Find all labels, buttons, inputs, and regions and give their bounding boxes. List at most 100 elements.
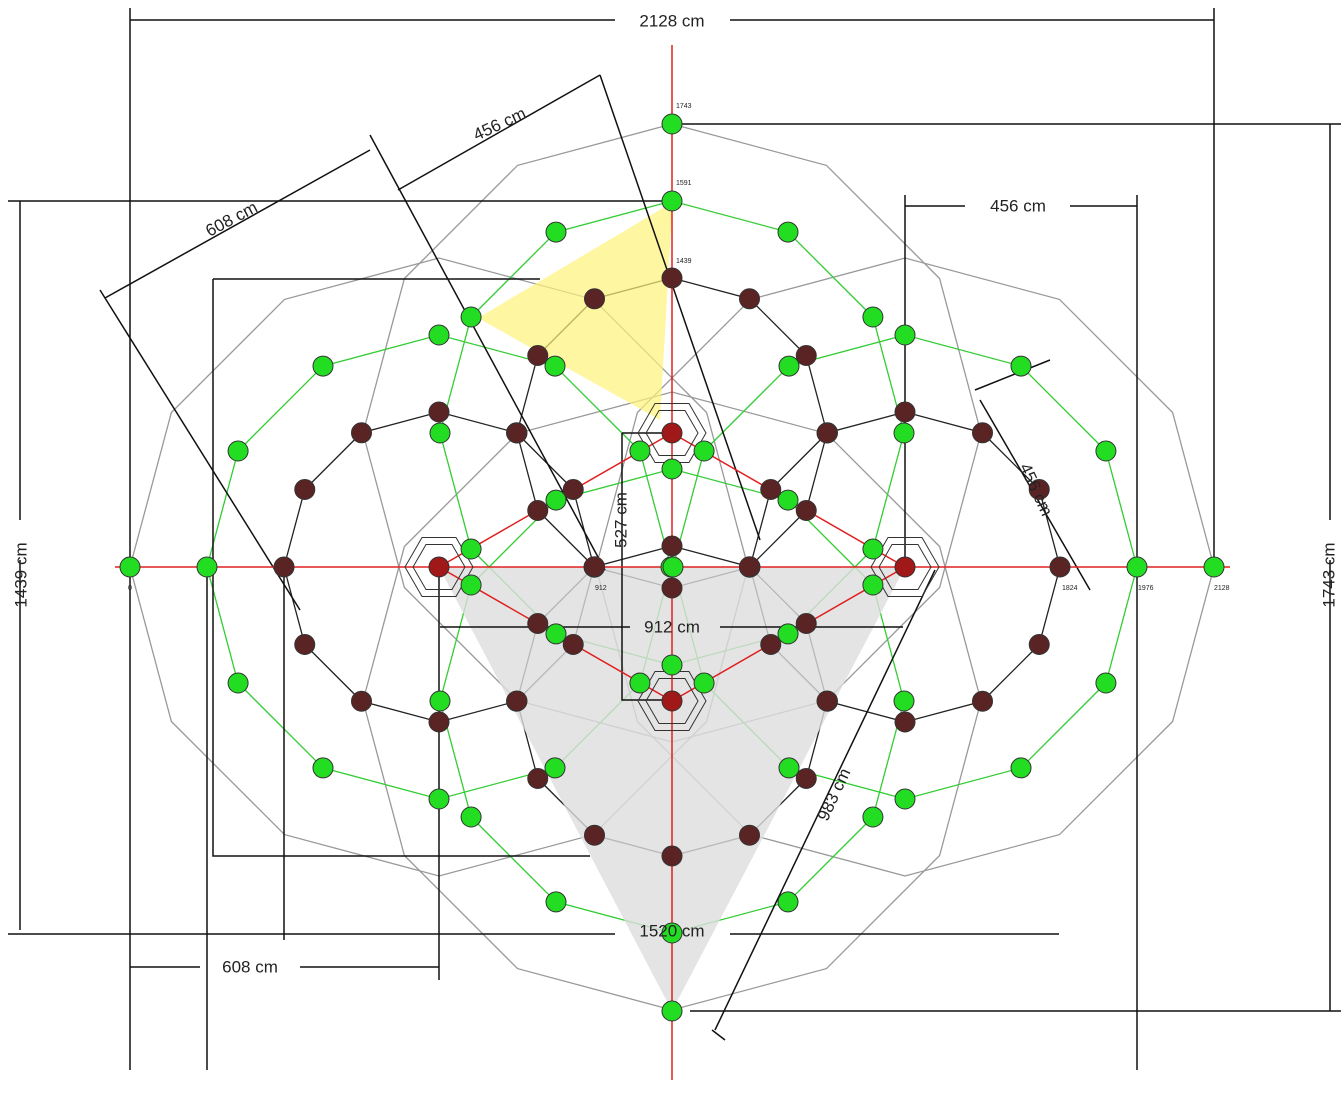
node bbox=[584, 824, 605, 846]
yellow-area bbox=[478, 205, 672, 420]
node bbox=[227, 440, 249, 462]
node bbox=[894, 788, 916, 810]
node bbox=[777, 891, 799, 913]
node bbox=[545, 891, 567, 913]
node bbox=[562, 479, 584, 500]
node bbox=[273, 556, 295, 578]
node bbox=[661, 922, 683, 944]
node bbox=[429, 422, 451, 444]
dimension-label: 456 cm bbox=[1016, 460, 1057, 519]
node bbox=[862, 806, 884, 828]
node bbox=[428, 711, 450, 733]
node bbox=[693, 440, 715, 462]
node bbox=[428, 324, 450, 346]
hexagons bbox=[404, 403, 940, 731]
node bbox=[739, 556, 760, 578]
node bbox=[778, 757, 800, 779]
node bbox=[661, 422, 683, 444]
node bbox=[795, 345, 817, 366]
node bbox=[893, 422, 915, 444]
node bbox=[584, 288, 605, 310]
node bbox=[584, 556, 605, 578]
node bbox=[196, 556, 218, 578]
node bbox=[428, 556, 450, 578]
node bbox=[460, 538, 482, 560]
node bbox=[661, 654, 683, 676]
node bbox=[661, 577, 683, 599]
node bbox=[351, 690, 372, 712]
node bbox=[777, 489, 799, 511]
dimension-label: 527 cm bbox=[611, 492, 630, 548]
dimension-label: 912 cm bbox=[644, 617, 700, 636]
node bbox=[506, 690, 528, 712]
node bbox=[460, 306, 482, 328]
hexagon bbox=[637, 403, 707, 463]
node bbox=[312, 757, 334, 779]
node bbox=[862, 306, 884, 328]
dimension-label: 1439 cm bbox=[11, 542, 30, 607]
node-label: 0 bbox=[128, 585, 132, 592]
node bbox=[544, 757, 566, 779]
node bbox=[545, 623, 567, 645]
node bbox=[795, 500, 817, 521]
node bbox=[1203, 556, 1225, 578]
hexagon bbox=[645, 409, 699, 457]
node bbox=[661, 535, 683, 557]
node bbox=[1049, 556, 1071, 578]
node bbox=[527, 613, 549, 634]
node bbox=[661, 690, 683, 712]
node bbox=[294, 479, 316, 500]
hexagon bbox=[870, 537, 940, 597]
node-label: 1976 bbox=[1138, 585, 1154, 592]
node bbox=[460, 574, 482, 596]
node-label: 2128 bbox=[1214, 585, 1230, 592]
hexagon bbox=[404, 537, 474, 597]
node bbox=[544, 355, 566, 377]
node bbox=[527, 768, 549, 789]
node bbox=[894, 711, 916, 733]
dimension-label: 608 cm bbox=[222, 957, 278, 976]
dimension-label: 983 cm bbox=[814, 765, 855, 824]
node-label: 912 bbox=[595, 585, 607, 592]
node bbox=[545, 489, 567, 511]
node-label: 1824 bbox=[1062, 585, 1078, 592]
hexagon bbox=[637, 671, 707, 731]
node bbox=[816, 422, 838, 444]
dimension-label: 608 cm bbox=[202, 198, 260, 241]
node bbox=[629, 672, 651, 694]
dimension-label: 1743 cm bbox=[1319, 542, 1338, 607]
node-label: 1591 bbox=[676, 180, 692, 187]
node bbox=[795, 613, 817, 634]
node bbox=[506, 422, 528, 444]
node bbox=[1028, 634, 1050, 655]
node bbox=[816, 690, 838, 712]
node bbox=[777, 221, 799, 243]
node bbox=[527, 500, 549, 521]
node bbox=[1028, 479, 1050, 500]
node bbox=[894, 401, 916, 423]
node bbox=[662, 556, 684, 578]
node bbox=[661, 458, 683, 480]
hexagon bbox=[878, 543, 932, 591]
node-label: 1439 bbox=[676, 258, 692, 265]
node bbox=[294, 634, 316, 655]
dimension-label: 456 cm bbox=[470, 104, 529, 145]
node bbox=[760, 479, 782, 500]
node bbox=[777, 623, 799, 645]
node bbox=[894, 556, 916, 578]
node bbox=[862, 538, 884, 560]
node bbox=[739, 824, 760, 846]
node bbox=[629, 440, 651, 462]
hexagon bbox=[412, 543, 466, 591]
node bbox=[1095, 440, 1117, 462]
node bbox=[661, 1000, 683, 1022]
node bbox=[429, 690, 451, 712]
node bbox=[1126, 556, 1148, 578]
node bbox=[1095, 672, 1117, 694]
node bbox=[972, 422, 993, 444]
node bbox=[894, 324, 916, 346]
node bbox=[527, 345, 549, 366]
node bbox=[661, 113, 683, 135]
node bbox=[1010, 355, 1032, 377]
